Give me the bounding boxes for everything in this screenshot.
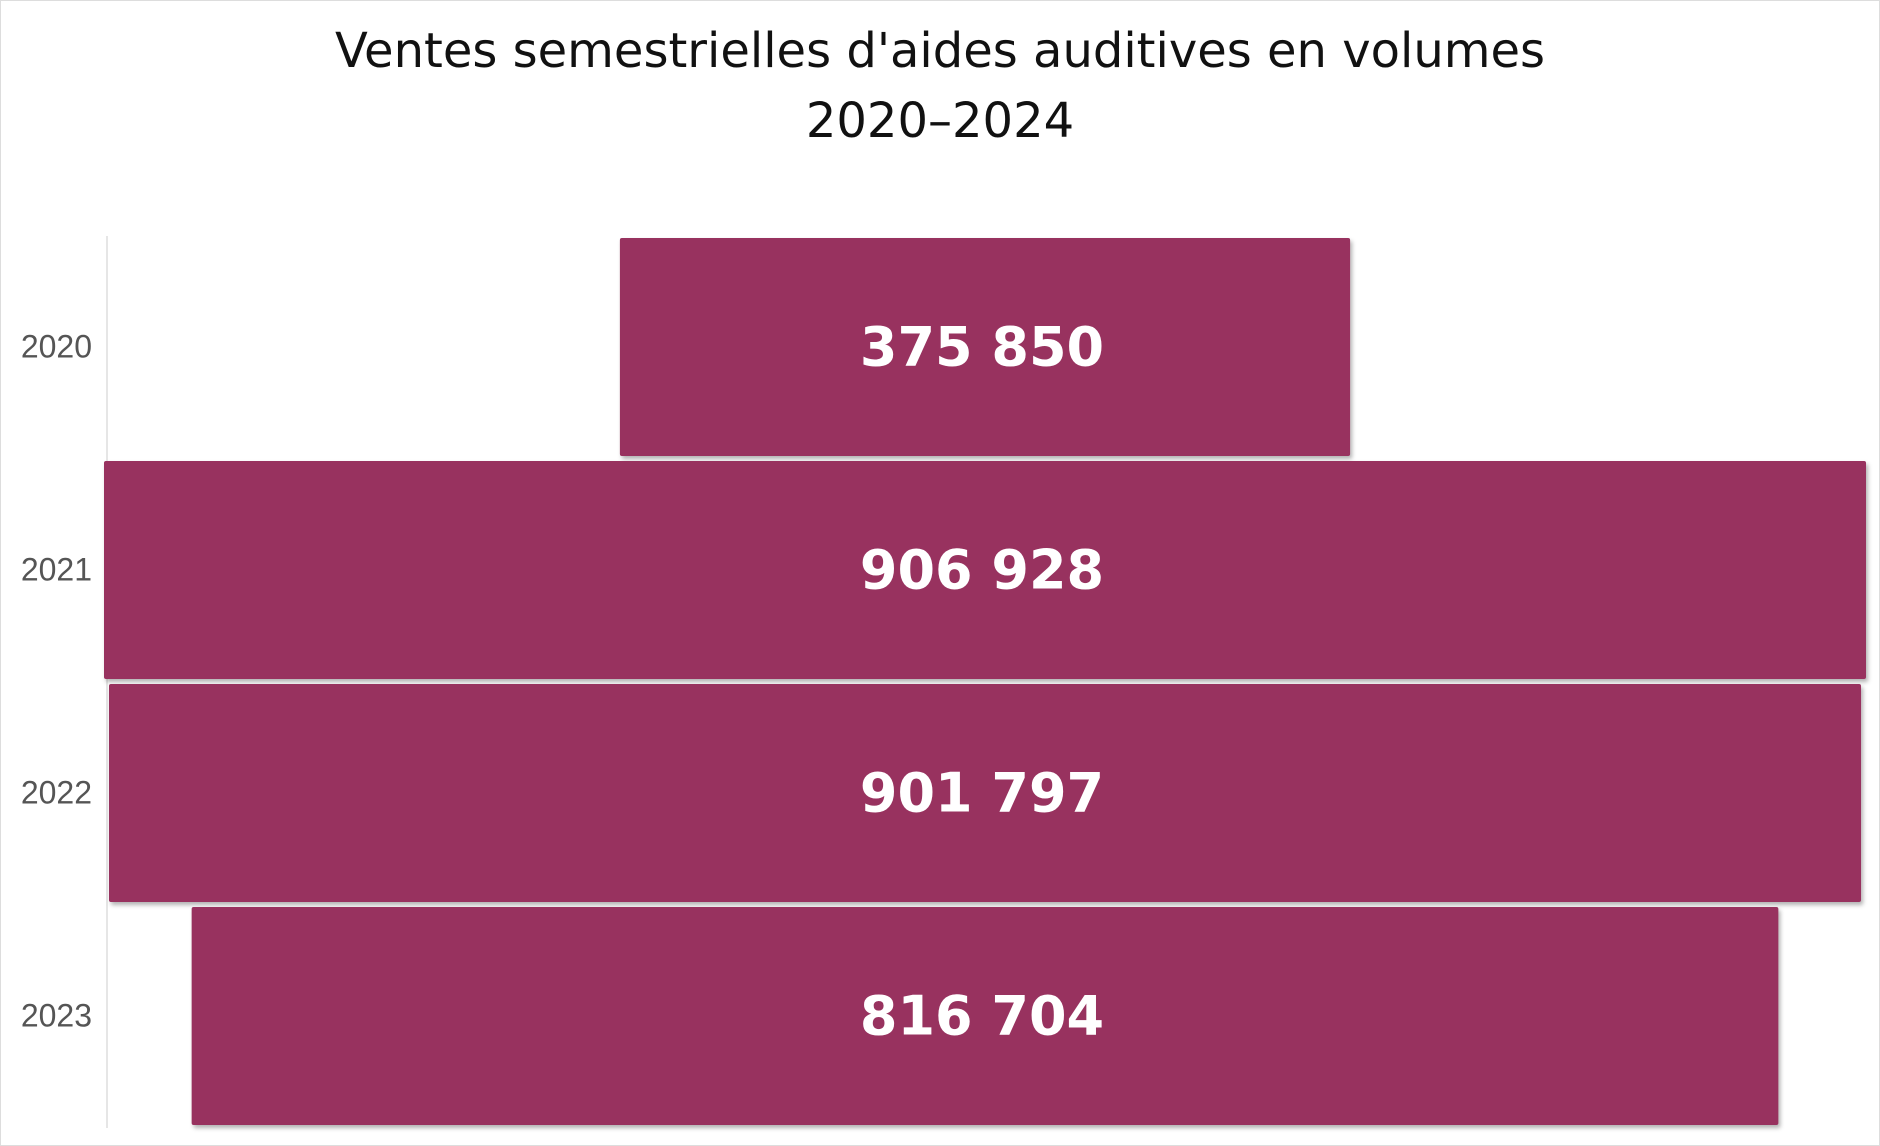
category-label: 2020 bbox=[21, 328, 92, 364]
funnel-bar bbox=[108, 684, 1862, 902]
category-label: 2023 bbox=[21, 997, 92, 1033]
category-label: 2021 bbox=[21, 551, 92, 587]
value-label: 906 928 bbox=[860, 539, 1104, 602]
funnel-bar bbox=[104, 461, 1866, 679]
funnel-bar bbox=[619, 238, 1351, 456]
funnel-bar bbox=[191, 907, 1779, 1125]
chart-title: Ventes semestrielles d'aides auditives e… bbox=[335, 23, 1545, 79]
value-label: 375 850 bbox=[860, 316, 1104, 379]
category-label: 2022 bbox=[21, 774, 92, 810]
value-label: 901 797 bbox=[860, 762, 1104, 825]
value-label: 816 704 bbox=[860, 985, 1104, 1048]
chart-subtitle: 2020–2024 bbox=[806, 93, 1074, 149]
